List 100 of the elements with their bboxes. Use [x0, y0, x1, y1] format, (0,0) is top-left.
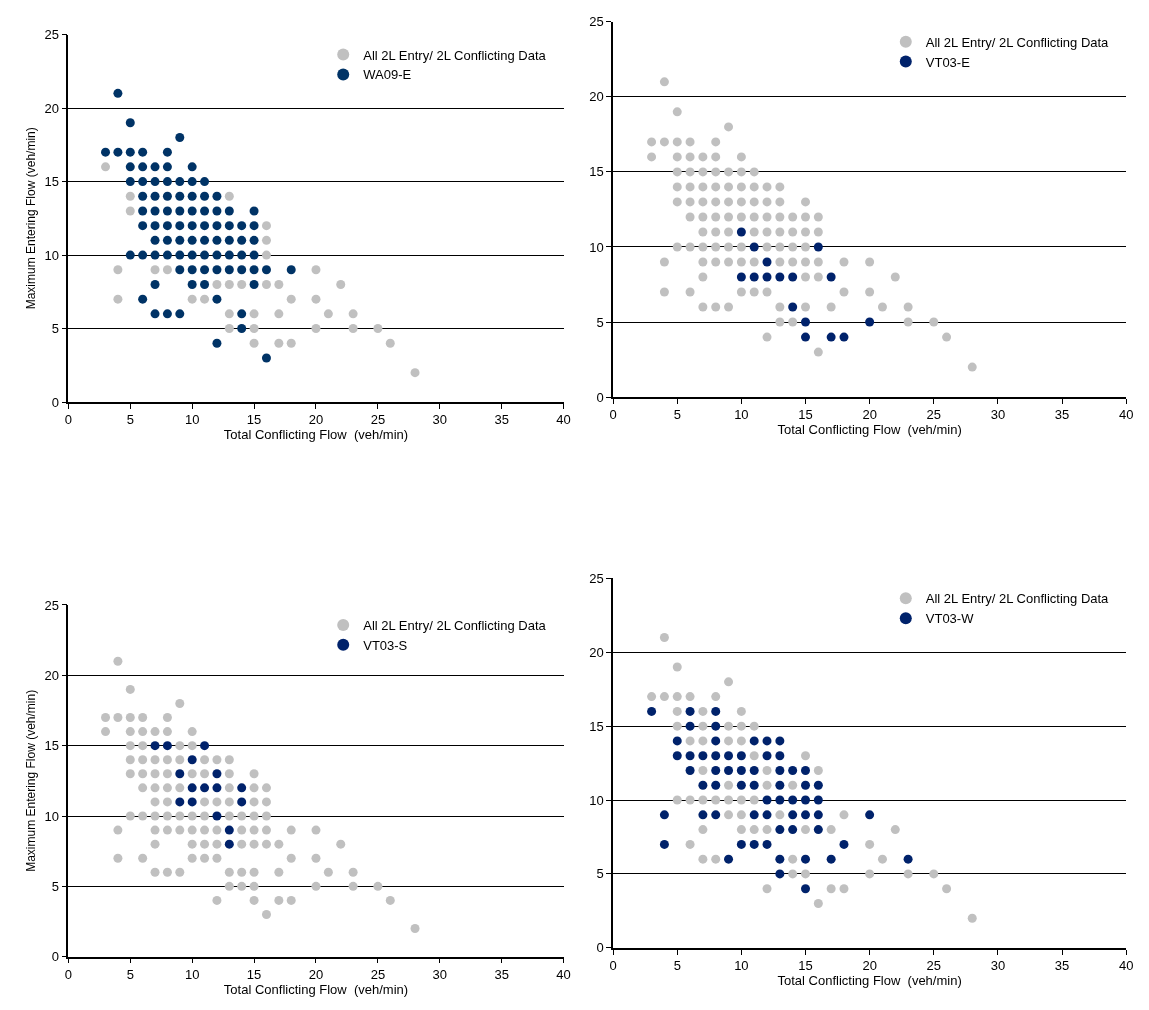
y-tick-label: 10	[44, 247, 60, 263]
x-tick-label: 15	[246, 412, 262, 428]
y-tick-label: 10	[44, 808, 60, 824]
point	[788, 272, 798, 282]
point	[113, 265, 123, 275]
x-tick-label: 30	[990, 958, 1006, 974]
point	[736, 227, 746, 237]
y-tick-label: 10	[589, 239, 604, 255]
x-tick-label: 40	[556, 412, 571, 428]
point	[249, 324, 259, 334]
point	[150, 741, 160, 751]
point	[261, 221, 271, 231]
x-tick-label: 35	[494, 412, 509, 428]
point	[373, 324, 383, 334]
y-tick-label: 0	[596, 389, 604, 405]
point	[237, 783, 247, 793]
y-tick-label: 20	[44, 100, 60, 116]
point	[187, 783, 197, 793]
y-tick-label: 25	[44, 27, 60, 43]
x-tick-label: 40	[556, 967, 571, 983]
point	[224, 825, 234, 835]
x-tick-label: 30	[990, 407, 1006, 423]
y-tick-label: 10	[589, 792, 604, 808]
point	[162, 741, 172, 751]
y-tick-label: 25	[589, 14, 604, 30]
y-tick-label: 15	[589, 164, 604, 180]
y-axis-title: Maximum Entering Flow (veh/min)	[24, 127, 39, 310]
point	[286, 338, 296, 348]
point	[125, 191, 135, 201]
point	[249, 309, 259, 319]
y-tick-label: 20	[589, 89, 604, 105]
point	[224, 309, 234, 319]
x-tick-label: 5	[126, 412, 134, 428]
point	[187, 755, 197, 765]
x-axis-title: Total Conflicting Flow (veh/min)	[777, 973, 962, 989]
legend-label: All 2L Entry/ 2L Conflicting Data	[363, 617, 547, 633]
y-tick-label: 5	[51, 878, 60, 894]
x-axis-title: Total Conflicting Flow (veh/min)	[223, 982, 409, 998]
point	[175, 797, 185, 807]
point	[224, 324, 234, 334]
x-tick-label: 40	[1118, 407, 1134, 423]
x-tick-label: 5	[673, 407, 681, 423]
x-axis-title: Total Conflicting Flow (veh/min)	[777, 422, 962, 438]
legend-label: VT03-S	[363, 637, 408, 653]
point	[212, 279, 222, 289]
y-axis-title: Maximum Entering Flow (veh/min)	[24, 689, 39, 872]
point	[212, 811, 222, 821]
point	[113, 294, 123, 304]
y-tick-label: 25	[589, 570, 604, 586]
legend-label: VT03-E	[925, 54, 971, 70]
x-tick-label: 25	[926, 958, 941, 974]
x-tick-label: 0	[609, 958, 617, 974]
point	[200, 741, 210, 751]
x-tick-label: 15	[798, 958, 813, 974]
point	[274, 338, 284, 348]
point	[826, 332, 836, 342]
point	[175, 769, 185, 779]
point	[249, 338, 259, 348]
point	[187, 797, 197, 807]
x-tick-label: 20	[308, 967, 324, 983]
y-tick-label: 15	[589, 718, 604, 734]
legend-label: WA09-E	[363, 67, 412, 83]
x-axis-title: Total Conflicting Flow (veh/min)	[223, 427, 409, 443]
point	[274, 279, 284, 289]
point	[274, 309, 284, 319]
point	[336, 279, 346, 289]
x-tick-label: 35	[1054, 407, 1070, 423]
x-tick-label: 30	[432, 967, 448, 983]
point	[311, 294, 321, 304]
x-tick-label: 15	[246, 967, 262, 983]
point	[826, 272, 836, 282]
point	[237, 279, 247, 289]
y-tick-label: 15	[44, 174, 60, 190]
x-tick-label: 10	[184, 967, 200, 983]
point	[775, 272, 785, 282]
x-tick-label: 35	[494, 967, 509, 983]
point	[348, 324, 358, 334]
x-tick-label: 10	[734, 407, 749, 423]
point	[224, 279, 234, 289]
point	[101, 162, 111, 172]
point	[749, 272, 759, 282]
x-tick-label: 40	[1118, 958, 1134, 974]
y-tick-label: 20	[589, 644, 604, 660]
point	[261, 279, 271, 289]
x-tick-label: 25	[926, 407, 941, 423]
point	[813, 242, 823, 252]
x-tick-label: 20	[862, 407, 877, 423]
point	[212, 769, 222, 779]
legend-label: VT03-W	[925, 611, 975, 627]
y-tick-label: 0	[596, 940, 604, 956]
x-tick-label: 35	[1054, 958, 1070, 974]
point	[311, 265, 321, 275]
point	[125, 206, 135, 216]
point	[286, 294, 296, 304]
point	[200, 783, 210, 793]
x-tick-label: 0	[609, 407, 617, 423]
point	[865, 317, 875, 327]
x-tick-label: 20	[308, 412, 324, 428]
point	[385, 338, 395, 348]
y-tick-label: 5	[51, 321, 60, 337]
